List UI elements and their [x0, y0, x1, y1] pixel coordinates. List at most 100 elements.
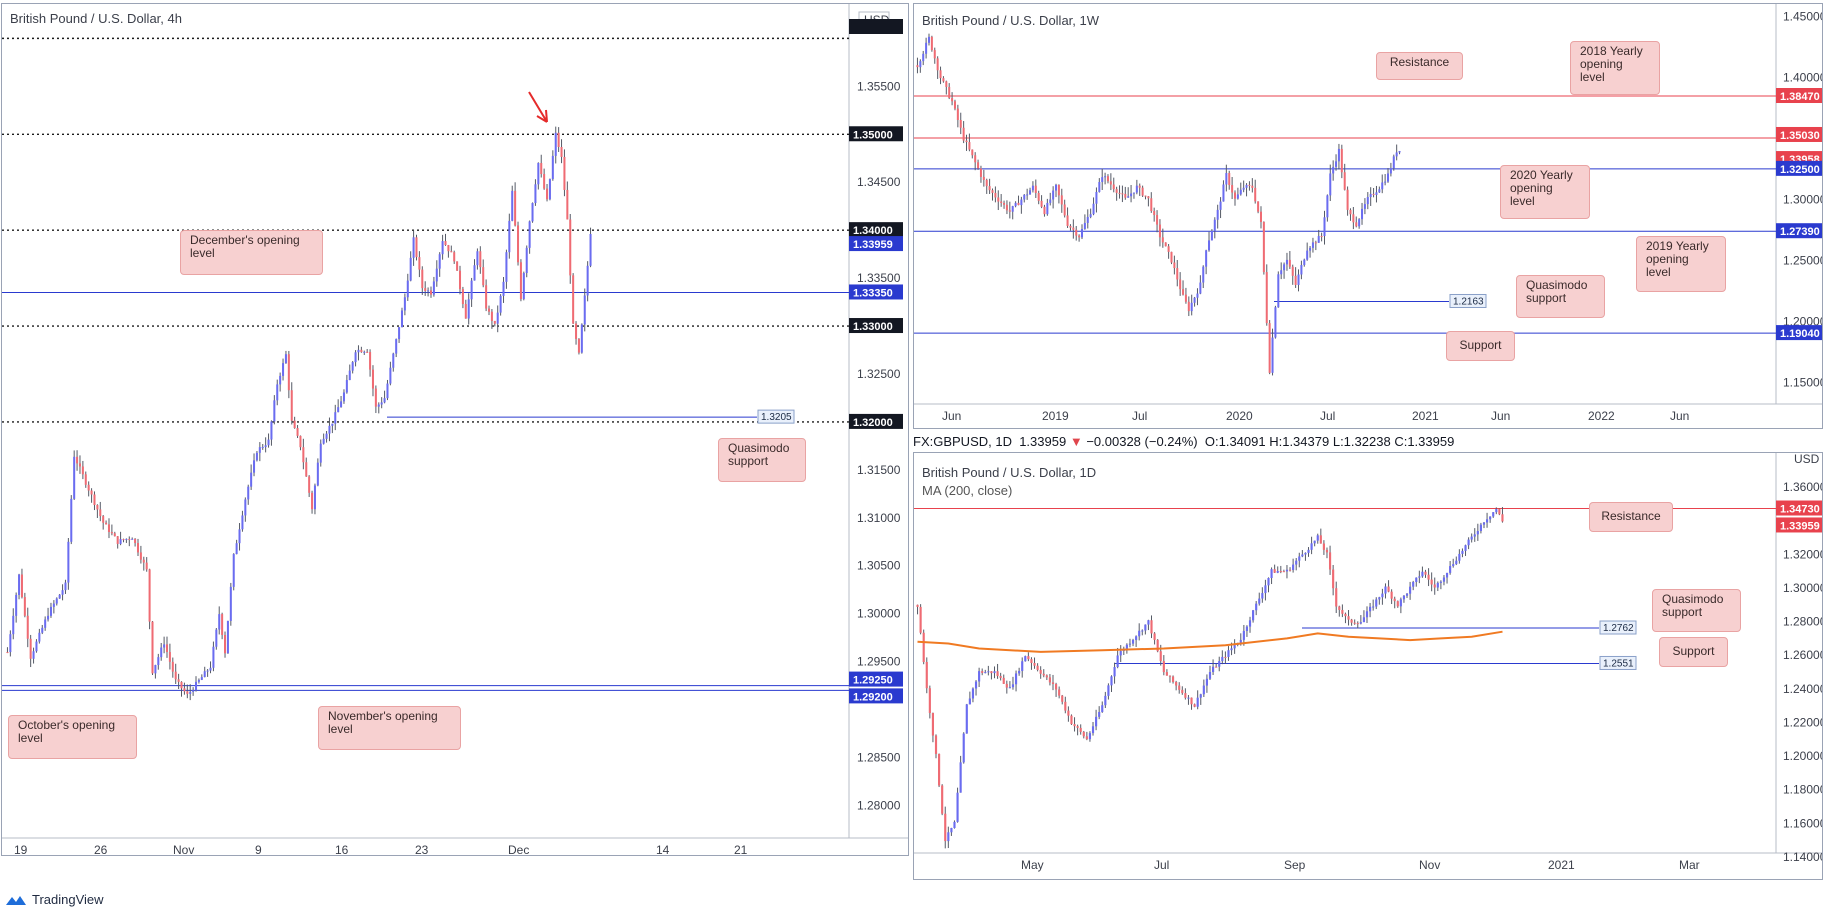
candle-weekly [1138, 185, 1141, 188]
x-tick-4h: 23 [415, 843, 429, 855]
high-value: H:1.34379 [1269, 434, 1330, 449]
candle-weekly [1320, 236, 1323, 238]
candle-daily [928, 688, 931, 714]
candle-weekly [1095, 191, 1098, 204]
candle-4h [517, 225, 520, 263]
candle-4h [78, 463, 81, 467]
candle-4h [366, 351, 369, 353]
candle-4h [311, 492, 314, 510]
tradingview-logo[interactable]: TradingView [4, 892, 104, 907]
candle-daily [1433, 584, 1436, 588]
candle-weekly [1040, 200, 1043, 207]
candle-daily [990, 671, 993, 674]
callout-support-weekly: Support [1446, 331, 1515, 361]
callout-resistance-weekly: Resistance [1376, 52, 1463, 80]
candle-4h [116, 536, 119, 544]
candle-weekly [1291, 266, 1294, 276]
y-tick-daily: 1.32000 [1783, 547, 1822, 561]
candle-daily [1369, 606, 1372, 612]
candle-daily [947, 832, 950, 842]
candle-daily [1307, 549, 1310, 553]
candle-daily [1113, 667, 1116, 677]
candle-weekly [1242, 187, 1245, 190]
candle-daily [1430, 579, 1433, 585]
y-tick-4h: 1.32500 [857, 367, 901, 381]
candle-4h [392, 353, 395, 368]
y-tick-4h: 1.30000 [857, 607, 901, 621]
callout-quasimodo-4h: Quasimodo support [718, 438, 806, 482]
candle-weekly [1196, 293, 1199, 298]
candle-weekly [1268, 323, 1271, 373]
chart-panel-weekly[interactable]: British Pound / U.S. Dollar, 1W 1.450001… [913, 3, 1823, 429]
candle-weekly [1130, 193, 1133, 197]
candle-4h [557, 132, 560, 148]
candle-weekly [1352, 214, 1355, 223]
candle-daily [1147, 620, 1150, 625]
candle-4h [264, 445, 267, 448]
candle-daily [1181, 689, 1184, 694]
candle-4h [438, 254, 441, 269]
candle-4h [64, 582, 67, 591]
candle-4h [427, 290, 430, 292]
candle-weekly [1052, 190, 1055, 200]
candle-weekly [1104, 176, 1107, 178]
candle-weekly [1066, 215, 1069, 226]
callout-resistance-daily: Resistance [1589, 502, 1673, 532]
candle-weekly [1216, 209, 1219, 220]
candle-daily [1328, 552, 1332, 570]
price-tag-daily: 1.33959 [1780, 520, 1820, 532]
candle-daily [1199, 694, 1202, 698]
candle-4h [566, 189, 569, 220]
candle-weekly [1153, 210, 1156, 216]
candle-4h [76, 456, 79, 464]
candle-daily [1356, 623, 1359, 625]
candle-daily [1492, 512, 1495, 517]
candle-4h [238, 529, 241, 544]
candle-4h [531, 203, 534, 222]
candle-weekly [1294, 275, 1297, 285]
candle-weekly [1008, 210, 1011, 212]
candle-4h [134, 538, 137, 544]
candle-daily [968, 698, 971, 705]
candle-4h [41, 627, 44, 633]
candle-weekly [916, 65, 919, 68]
candle-4h [493, 320, 496, 324]
candle-weekly [1245, 184, 1248, 188]
candle-4h [102, 516, 105, 523]
candle-4h [487, 308, 491, 312]
candle-weekly [945, 81, 948, 87]
candle-4h [357, 349, 360, 353]
candle-weekly [1288, 259, 1291, 267]
candle-4h [70, 498, 73, 542]
candle-weekly [1046, 202, 1049, 215]
candle-4h [473, 265, 476, 281]
candle-weekly [1083, 222, 1086, 230]
candle-daily [1285, 569, 1289, 572]
candle-daily [1421, 571, 1424, 577]
candle-4h [290, 390, 293, 421]
candle-4h [35, 641, 38, 652]
candle-4h [139, 552, 142, 560]
candle-4h [351, 362, 354, 371]
candle-4h [299, 435, 302, 448]
candle-daily [925, 661, 928, 689]
candle-weekly [1179, 279, 1182, 290]
price-tag-4h: 1.29250 [853, 675, 893, 687]
candle-daily [1030, 659, 1033, 663]
candle-4h [528, 221, 531, 248]
candle-4h [464, 304, 467, 319]
candle-4h [575, 323, 578, 339]
candle-4h [215, 629, 218, 647]
candle-daily [941, 785, 944, 814]
candle-daily [1270, 569, 1273, 579]
candle-daily [1085, 736, 1088, 740]
candle-daily [1131, 639, 1135, 644]
candle-daily [1261, 593, 1264, 599]
candle-weekly [1363, 204, 1366, 209]
candle-weekly [1147, 196, 1150, 199]
candle-4h [151, 621, 154, 674]
candle-daily [1255, 603, 1258, 611]
candle-weekly [1049, 199, 1052, 203]
candle-4h [386, 383, 389, 399]
candle-daily [1042, 673, 1045, 676]
